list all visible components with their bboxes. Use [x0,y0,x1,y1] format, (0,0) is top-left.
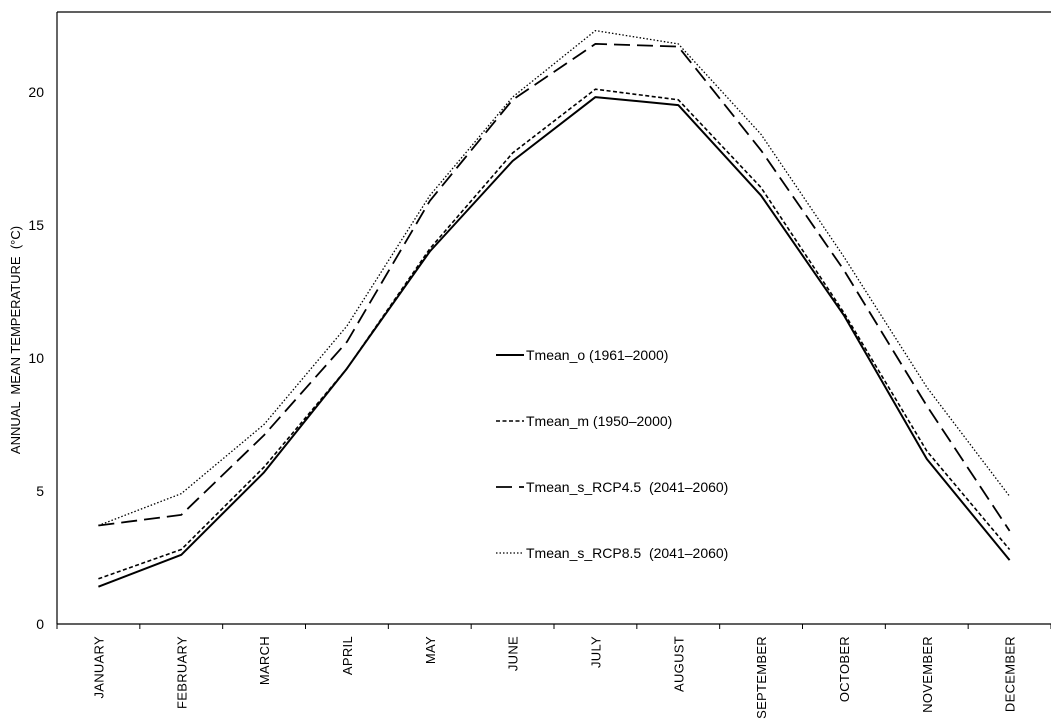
legend: Tmean_o (1961–2000) Tmean_m (1950–2000) Tm… [496,347,728,561]
legend-label: Tmean_o (1961–2000) [526,347,668,363]
series-line-2 [98,88,1011,580]
legend-label: Tmean_m (1950–2000) [526,413,672,429]
x-tick-label: SEPTEMBER [754,636,769,719]
x-tick-label: JUNE [506,636,521,671]
x-tick-label: DECEMBER [1003,636,1018,712]
series-line-3 [98,43,1011,532]
series-lines [98,29,1011,588]
x-tick-label: FEBRUARY [174,636,189,709]
x-tick-label: MARCH [257,636,272,685]
x-tick-label: JULY [588,636,603,668]
x-tick-label: AUGUST [671,636,686,692]
y-tick-label: 20 [28,84,44,100]
y-axis-label: ANNUAL MEAN TEMPERATURE (°C) [8,226,23,454]
x-tick-label: OCTOBER [837,636,852,702]
axes [56,11,1051,625]
legend-label: Tmean_s_RCP4.5 (2041–2060) [526,479,728,495]
x-tick-label: APRIL [340,636,355,675]
y-tick-label: 0 [36,616,44,632]
y-tick-label: 5 [36,483,44,499]
y-tick-labels: 0 5 10 15 20 [28,84,44,632]
x-tick-label: NOVEMBER [920,636,935,713]
series-line-4 [98,29,1011,527]
x-tick-labels: JANUARY FEBRUARY MARCH APRIL MAY JUNE JULY AUGU… [56,624,1051,719]
series-line-1 [98,96,1011,588]
y-tick-label: 10 [28,350,44,366]
y-tick-label: 15 [28,217,44,233]
x-tick-label: MAY [423,636,438,664]
legend-label: Tmean_s_RCP8.5 (2041–2060) [526,545,728,561]
x-tick-label: JANUARY [91,636,106,699]
